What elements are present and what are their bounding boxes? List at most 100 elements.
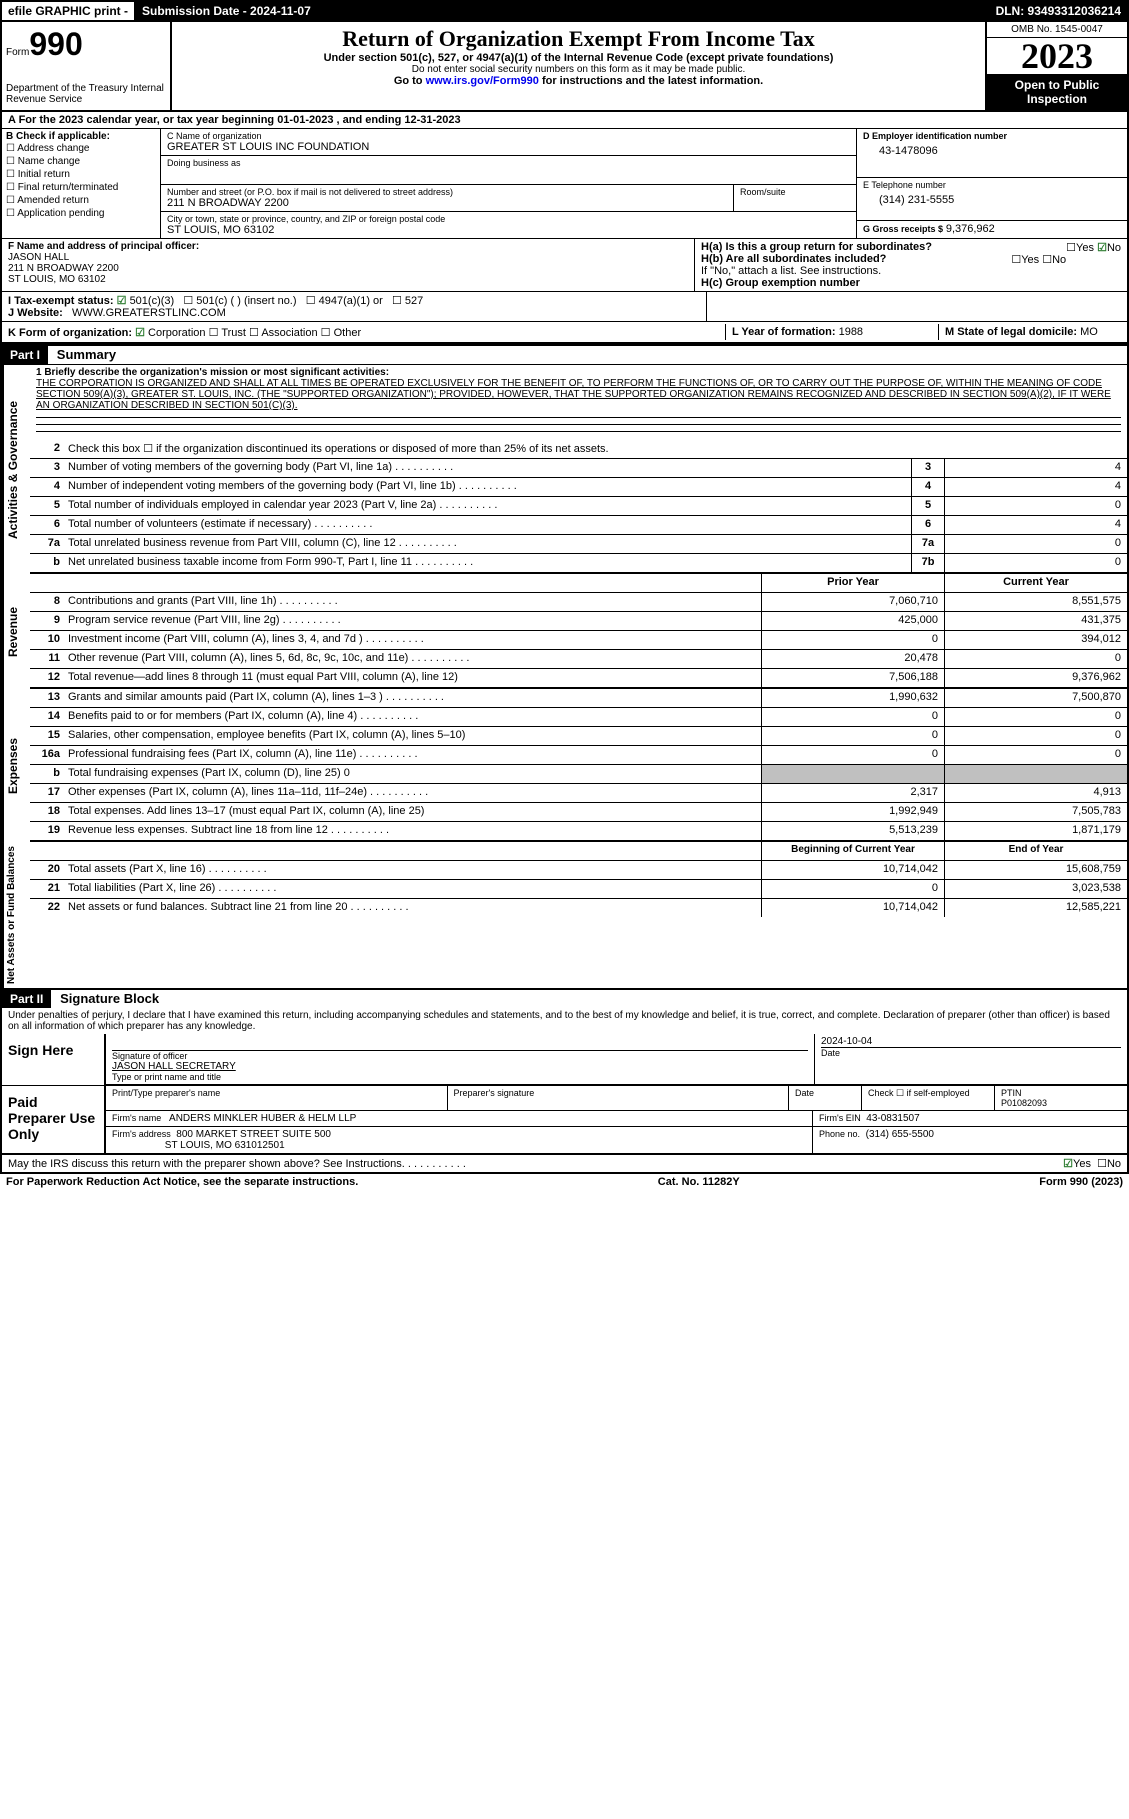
footer-mid: Cat. No. 11282Y bbox=[658, 1176, 740, 1188]
room-label: Room/suite bbox=[740, 187, 850, 197]
prep-row1: Print/Type preparer's name Preparer's si… bbox=[106, 1086, 1127, 1111]
k-other: Other bbox=[334, 327, 362, 339]
e19-prior: 5,513,239 bbox=[761, 822, 944, 840]
street-label: Number and street (or P.O. box if mail i… bbox=[167, 187, 727, 197]
assets-section: Net Assets or Fund Balances Beginning of… bbox=[0, 842, 1129, 990]
firm-ein-label: Firm's EIN bbox=[819, 1113, 861, 1123]
ts-opt4: 527 bbox=[405, 295, 423, 307]
a22-current: 12,585,221 bbox=[944, 899, 1127, 917]
gl5-val: 0 bbox=[944, 497, 1127, 515]
e14-current: 0 bbox=[944, 708, 1127, 726]
expenses-section: Expenses 13 Grants and similar amounts p… bbox=[0, 689, 1129, 842]
mission-label: 1 Briefly describe the organization's mi… bbox=[36, 367, 389, 378]
org-name: GREATER ST LOUIS INC FOUNDATION bbox=[167, 141, 850, 153]
officer-city: ST LOUIS, MO 63102 bbox=[8, 274, 688, 285]
main-title: Return of Organization Exempt From Incom… bbox=[180, 26, 977, 52]
part1-label: Part I bbox=[2, 346, 48, 364]
sig-officer-row: Signature of officer JASON HALL SECRETAR… bbox=[106, 1034, 1127, 1085]
firm-name-cell: Firm's name ANDERS MINKLER HUBER & HELM … bbox=[106, 1111, 813, 1126]
firm-name-label: Firm's name bbox=[112, 1113, 161, 1123]
e18-prior: 1,992,949 bbox=[761, 803, 944, 821]
k-corp: Corporation bbox=[148, 327, 205, 339]
gl7b-val: 0 bbox=[944, 554, 1127, 572]
form-number: 990 bbox=[29, 26, 82, 62]
gov-line-3: 3 Number of voting members of the govern… bbox=[30, 459, 1127, 478]
assets-body: Beginning of Current Year End of Year 20… bbox=[30, 842, 1127, 988]
cb-final: ☐ Final return/terminated bbox=[6, 181, 156, 194]
e16a-current: 0 bbox=[944, 746, 1127, 764]
firm-ein-cell: Firm's EIN 43-0831507 bbox=[813, 1111, 1127, 1126]
officer-name: JASON HALL bbox=[8, 252, 688, 263]
status-website: I Tax-exempt status: ☑ 501(c)(3) ☐ 501(c… bbox=[2, 292, 707, 321]
prep-row3: Firm's address 800 MARKET STREET SUITE 5… bbox=[106, 1127, 1127, 1153]
website-value: WWW.GREATERSTLINC.COM bbox=[72, 307, 226, 319]
rev-h-text bbox=[64, 574, 761, 592]
e16b-prior bbox=[761, 765, 944, 783]
gl7a-box: 7a bbox=[911, 535, 944, 553]
exp-line-17: 17 Other expenses (Part IX, column (A), … bbox=[30, 784, 1127, 803]
street-cell: Number and street (or P.O. box if mail i… bbox=[161, 185, 734, 212]
r11-current: 0 bbox=[944, 650, 1127, 668]
ha-row: H(a) Is this a group return for subordin… bbox=[701, 241, 1121, 253]
r10-current: 394,012 bbox=[944, 631, 1127, 649]
expenses-body: 13 Grants and similar amounts paid (Part… bbox=[30, 689, 1127, 842]
irs-link[interactable]: www.irs.gov/Form990 bbox=[426, 75, 539, 87]
sig-date-cell: 2024-10-04 Date bbox=[815, 1034, 1127, 1084]
exp-line-15: 15 Salaries, other compensation, employe… bbox=[30, 727, 1127, 746]
part1-title: Summary bbox=[51, 347, 116, 362]
discuss-row: May the IRS discuss this return with the… bbox=[0, 1155, 1129, 1173]
vlabel-governance: Activities & Governance bbox=[2, 365, 30, 574]
prep-ptin-cell: PTIN P01082093 bbox=[995, 1086, 1127, 1110]
rev-line-9: 9 Program service revenue (Part VIII, li… bbox=[30, 612, 1127, 631]
r9-prior: 425,000 bbox=[761, 612, 944, 630]
gov-line-5: 5 Total number of individuals employed i… bbox=[30, 497, 1127, 516]
phone-cell: E Telephone number (314) 231-5555 bbox=[857, 178, 1127, 221]
firm-addr-label: Firm's address bbox=[112, 1129, 171, 1139]
street-row: Number and street (or P.O. box if mail i… bbox=[161, 185, 856, 212]
cb-amended: ☐ Amended return bbox=[6, 194, 156, 207]
preparer-row: Paid Preparer Use Only Print/Type prepar… bbox=[2, 1086, 1127, 1153]
gl3-val: 4 bbox=[944, 459, 1127, 477]
assets-header: Beginning of Current Year End of Year bbox=[30, 842, 1127, 861]
e16b-current bbox=[944, 765, 1127, 783]
k-label: K Form of organization: bbox=[8, 327, 132, 339]
gov-line-7a: 7a Total unrelated business revenue from… bbox=[30, 535, 1127, 554]
officer-street: 211 N BROADWAY 2200 bbox=[8, 263, 688, 274]
org-column: C Name of organization GREATER ST LOUIS … bbox=[161, 129, 857, 238]
r11-prior: 20,478 bbox=[761, 650, 944, 668]
gl3-num: 3 bbox=[30, 459, 64, 477]
prep-check: Check ☐ if self-employed bbox=[862, 1086, 995, 1110]
checkbox-column: B Check if applicable: ☐ Address change … bbox=[2, 129, 161, 238]
info-grid: B Check if applicable: ☐ Address change … bbox=[0, 129, 1129, 238]
signature-block: Sign Here Signature of officer JASON HAL… bbox=[0, 1034, 1129, 1155]
exp-line-16b: b Total fundraising expenses (Part IX, c… bbox=[30, 765, 1127, 784]
cb-initial: ☐ Initial return bbox=[6, 168, 156, 181]
sig-date-label: Date bbox=[821, 1047, 1121, 1058]
ein-label: D Employer identification number bbox=[863, 131, 1121, 141]
ein-value: 43-1478096 bbox=[863, 141, 1121, 157]
gl3-text: Number of voting members of the governin… bbox=[64, 459, 911, 477]
prep-date-label: Date bbox=[789, 1086, 862, 1110]
sig-line bbox=[112, 1036, 808, 1051]
r12-prior: 7,506,188 bbox=[761, 669, 944, 687]
ha-options: ☐Yes ☑No bbox=[1066, 241, 1121, 254]
gov-line-6: 6 Total number of volunteers (estimate i… bbox=[30, 516, 1127, 535]
gl5-num: 5 bbox=[30, 497, 64, 515]
spacer bbox=[319, 2, 990, 20]
form-label-box: Form990 Department of the Treasury Inter… bbox=[2, 22, 172, 110]
check-label: B Check if applicable: bbox=[6, 131, 156, 142]
sig-label: Signature of officer bbox=[112, 1051, 808, 1061]
klm-row: K Form of organization: ☑ Corporation ☐ … bbox=[0, 322, 1129, 344]
k-trust: Trust bbox=[221, 327, 246, 339]
gl2-text: Check this box ☐ if the organization dis… bbox=[64, 440, 1127, 458]
hb-row: H(b) Are all subordinates included? ☐Yes… bbox=[701, 253, 1121, 265]
gl7a-text: Total unrelated business revenue from Pa… bbox=[64, 535, 911, 553]
officer-label: F Name and address of principal officer: bbox=[8, 241, 688, 252]
officer-block: F Name and address of principal officer:… bbox=[2, 239, 695, 291]
rev-line-10: 10 Investment income (Part VIII, column … bbox=[30, 631, 1127, 650]
subtitle-2: Do not enter social security numbers on … bbox=[180, 64, 977, 75]
r10-prior: 0 bbox=[761, 631, 944, 649]
website-row: J Website: WWW.GREATERSTLINC.COM bbox=[8, 307, 700, 319]
gl7b-text: Net unrelated business taxable income fr… bbox=[64, 554, 911, 572]
exp-line-18: 18 Total expenses. Add lines 13–17 (must… bbox=[30, 803, 1127, 822]
